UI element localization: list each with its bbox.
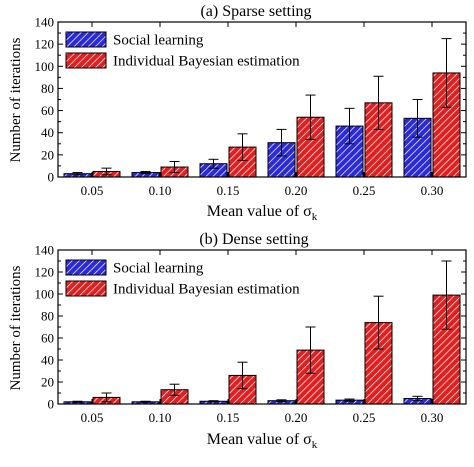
y-tick-label: 60 — [41, 103, 54, 118]
x-axis-label: Mean value of σk — [207, 431, 318, 451]
y-axis-label: Number of iterations — [8, 265, 24, 390]
x-tick-label: 0.30 — [421, 410, 444, 425]
y-tick-label: 80 — [41, 81, 54, 96]
bar — [228, 374, 257, 405]
y-tick-label: 20 — [41, 375, 54, 390]
x-tick-label: 0.25 — [353, 183, 376, 198]
plot-area: 0 20 40 60 80 100 120 140 0.05 0.10 0.15 0.20 0.25 0.… — [35, 15, 467, 198]
y-tick-label: 60 — [41, 331, 54, 346]
x-tick-label: 0.30 — [421, 183, 444, 198]
legend-label: Individual Bayesian estimation — [113, 54, 300, 70]
x-tick-label: 0.20 — [285, 410, 308, 425]
y-tick-label: 0 — [48, 397, 55, 412]
x-tick-label: 0.05 — [81, 410, 104, 425]
chart-panel-dense: (b) Dense setting Number of iterations 0… — [8, 231, 467, 451]
bar — [296, 116, 325, 178]
y-tick-label: 80 — [41, 309, 54, 324]
x-tick-label: 0.05 — [81, 183, 104, 198]
chart-title: (b) Dense setting — [199, 231, 308, 248]
y-tick-label: 120 — [35, 37, 55, 52]
legend-label: Social learning — [113, 33, 204, 49]
y-tick-label: 0 — [48, 170, 55, 185]
y-tick-label: 100 — [35, 59, 55, 74]
plot-area: 0 20 40 60 80 100 120 140 0.05 0.10 0.15 0.20 0.25 0.… — [35, 243, 467, 425]
y-axis-label: Number of iterations — [8, 37, 24, 162]
y-tick-label: 120 — [35, 265, 55, 280]
legend-label: Social learning — [113, 261, 204, 277]
legend-swatch — [65, 280, 107, 297]
x-tick-label: 0.20 — [285, 183, 308, 198]
bar — [335, 125, 364, 178]
y-tick-label: 140 — [35, 15, 55, 30]
legend-swatch — [65, 52, 107, 69]
x-axis-label: Mean value of σk — [207, 203, 318, 223]
legend-swatch — [65, 259, 107, 276]
x-tick-label: 0.15 — [217, 410, 240, 425]
y-tick-label: 20 — [41, 147, 54, 162]
x-tick-label: 0.15 — [217, 183, 240, 198]
y-tick-label: 40 — [41, 125, 54, 140]
x-tick-label: 0.25 — [353, 410, 376, 425]
chart-panel-sparse: (a) Sparse setting Number of iterations … — [8, 3, 467, 223]
x-tick-label: 0.10 — [149, 183, 172, 198]
legend-swatch — [65, 31, 107, 48]
y-tick-label: 100 — [35, 287, 55, 302]
x-tick-label: 0.10 — [149, 410, 172, 425]
y-tick-label: 40 — [41, 353, 54, 368]
y-tick-label: 140 — [35, 243, 55, 258]
chart-title: (a) Sparse setting — [200, 3, 311, 20]
legend-label: Individual Bayesian estimation — [113, 282, 300, 298]
